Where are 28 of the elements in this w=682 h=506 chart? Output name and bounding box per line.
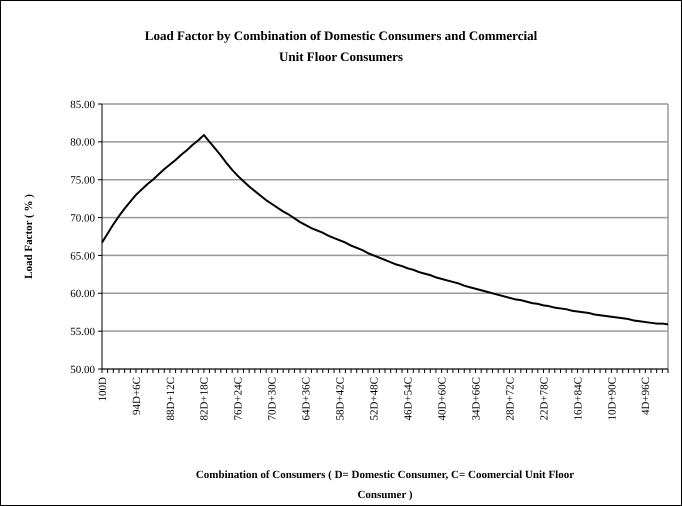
x-tick-label: 70D+30C (266, 377, 279, 420)
x-tick-label: 88D+12C (164, 377, 177, 420)
chart-title: Load Factor by Combination of Domestic Consumers and Commercial Unit Floor Consumers (144, 28, 538, 64)
y-tick-label: 85.00 (70, 98, 96, 111)
y-tick-label: 65.00 (70, 250, 96, 262)
y-axis-title: Load Factor ( % ) (23, 194, 35, 279)
y-tick-label: 80.00 (70, 136, 96, 149)
x-tick-label: 10D+90C (606, 377, 618, 420)
x-tick-label: 76D+24C (232, 377, 245, 420)
x-tick-label: 28D+72C (504, 377, 516, 420)
y-tick-label: 75.00 (70, 174, 96, 187)
y-tick-label: 70.00 (70, 212, 96, 224)
y-tick-label: 55.00 (70, 326, 96, 338)
x-tick-label: 100D (96, 376, 109, 402)
x-tick-label: 40D+60C (436, 377, 448, 420)
y-tick-label: 50.00 (70, 364, 96, 376)
y-tick-label: 60.00 (70, 288, 96, 300)
x-tick-label: 94D+6C (130, 377, 143, 415)
x-tick-label: 4D+96C (640, 377, 652, 415)
x-tick-label: 52D+48C (368, 377, 381, 420)
x-tick-label: 82D+18C (198, 377, 211, 420)
x-tick-label: 58D+42C (334, 377, 347, 420)
x-tick-label: 22D+78C (538, 377, 550, 420)
x-tick-label: 46D+54C (402, 377, 414, 420)
x-axis-title: Combination of Consumers ( D= Domestic Consumer, C= Coomercial Unit Floor Consumer ) (196, 469, 574, 501)
x-tick-label: 34D+66C (470, 377, 482, 420)
x-tick-label: 64D+36C (300, 377, 313, 420)
x-tick-label: 16D+84C (572, 377, 584, 420)
